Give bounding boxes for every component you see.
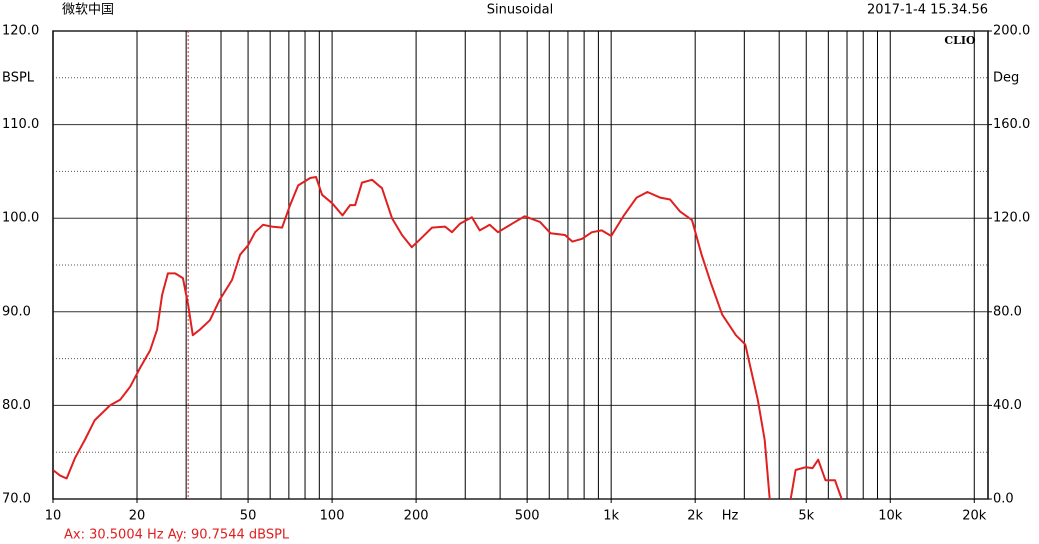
y2-tick-label: 80.0	[993, 304, 1022, 319]
cursor-readout: Ax: 30.5004 Hz Ay: 90.7544 dBSPL	[64, 528, 290, 543]
x-tick-label: 10	[45, 509, 62, 524]
header-left: 微软中国	[62, 3, 114, 18]
x-unit: Hz	[722, 509, 739, 524]
x-tick-label: 20k	[962, 509, 987, 524]
x-tick-label: 1k	[603, 509, 619, 524]
header-right: 2017-1-4 15.34.56	[867, 3, 988, 18]
y2-tick-label: 160.0	[993, 117, 1030, 132]
y2-tick-label: 40.0	[993, 398, 1022, 413]
x-tick-label: 100	[320, 509, 345, 524]
y2-axis-label: Deg	[993, 71, 1019, 86]
plot-area	[53, 176, 843, 499]
y-tick-label: 110.0	[2, 117, 39, 132]
y2-tick-label: 200.0	[993, 24, 1030, 39]
logo: CLIO	[944, 34, 976, 47]
y-tick-label: 70.0	[2, 492, 31, 507]
response-curve	[53, 176, 843, 499]
y-tick-label: 90.0	[2, 304, 31, 319]
y-tick-label: 80.0	[2, 398, 31, 413]
x-tick-label: 2k	[687, 509, 703, 524]
x-tick-label: 5k	[798, 509, 814, 524]
y2-tick-label: 0.0	[993, 492, 1014, 507]
grid	[52, 30, 988, 500]
x-tick-label: 50	[240, 509, 257, 524]
x-tick-label: 20	[129, 509, 146, 524]
x-tick-label: 10k	[878, 509, 903, 524]
y-axis-label: BSPL	[2, 71, 35, 86]
y-tick-label: 120.0	[2, 24, 39, 39]
x-tick-label: 500	[515, 509, 540, 524]
x-tick-label: 200	[404, 509, 429, 524]
y-tick-label: 100.0	[2, 211, 39, 226]
y2-tick-label: 120.0	[993, 211, 1030, 226]
plot-frame	[52, 30, 989, 500]
chart-title: Sinusoidal	[487, 3, 554, 18]
